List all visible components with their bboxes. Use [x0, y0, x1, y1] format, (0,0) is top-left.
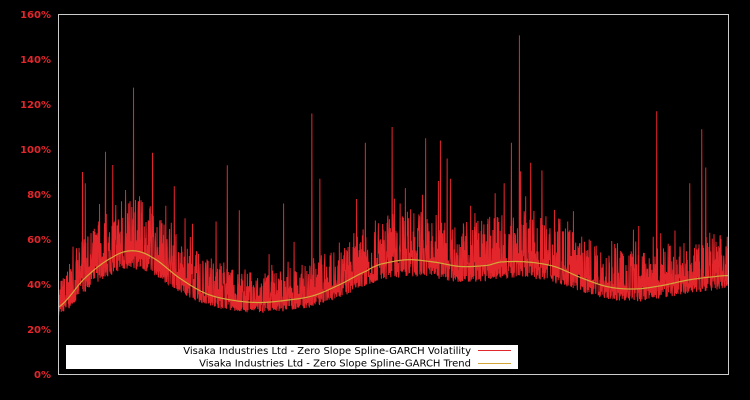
legend-box — [66, 345, 518, 369]
y-tick-label: 80% — [27, 190, 51, 201]
y-tick-label: 100% — [20, 145, 51, 156]
plot-frame — [58, 14, 729, 375]
y-axis-ticks: 0% 20% 40% 60% 80% 100% 120% 140% 160% — [20, 10, 51, 381]
volatility-series-line — [58, 35, 729, 317]
y-tick-label: 40% — [27, 280, 51, 291]
y-tick-label: 160% — [20, 10, 51, 21]
y-tick-label: 0% — [34, 370, 51, 381]
y-tick-label: 60% — [27, 235, 51, 246]
y-tick-label: 120% — [20, 100, 51, 111]
legend-label-volatility: Visaka Industries Ltd - Zero Slope Splin… — [183, 346, 471, 357]
plot-area — [58, 35, 729, 317]
trend-series-line — [58, 250, 729, 308]
y-tick-label: 20% — [27, 325, 51, 336]
legend-label-trend: Visaka Industries Ltd - Zero Slope Splin… — [199, 359, 471, 370]
legend: Visaka Industries Ltd - Zero Slope Splin… — [66, 345, 518, 370]
y-tick-label: 140% — [20, 55, 51, 66]
